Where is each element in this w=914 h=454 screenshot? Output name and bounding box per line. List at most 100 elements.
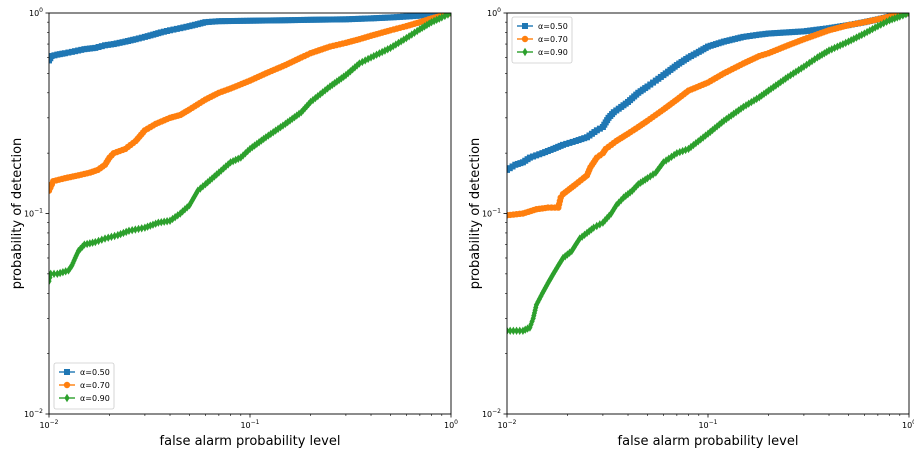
data-point [195,186,201,195]
data-point [291,17,298,24]
x-tick-label: 100 [444,419,458,430]
data-point [746,32,753,39]
data-point [810,27,817,34]
data-point [579,232,585,241]
data-point [549,271,555,281]
data-point [359,57,365,67]
data-point [625,189,631,199]
data-point [365,54,371,64]
data-point [569,138,576,145]
data-point [788,71,794,80]
data-point [410,13,417,20]
data-point [594,221,600,231]
data-point [785,72,791,82]
x-tick-label: 100 [902,419,914,430]
data-point [748,97,754,107]
data-point [448,13,451,18]
data-point [837,41,843,50]
chart-panel-2: 10−2 10−1 100 10−2 10−1 100 false alarm probab… [468,7,914,449]
data-point [155,218,161,227]
data-point [349,16,356,23]
data-point [538,291,544,301]
data-point [102,234,108,243]
data-point [770,83,776,92]
data-point [756,31,763,38]
data-point [183,23,190,30]
data-point [566,139,573,146]
legend-marker [64,369,70,375]
data-point [552,266,558,276]
data-point [393,14,400,21]
data-point [291,113,298,122]
data-point [273,126,279,135]
data-point [533,152,540,159]
data-point [756,93,762,102]
legend-label: α=0.90 [80,394,110,403]
data-point [317,90,323,99]
data-point [222,18,229,25]
legend-entry: α=0.70 [59,381,110,390]
data-point [207,176,213,185]
data-point [581,230,588,240]
y-tick-label: 100 [487,7,501,18]
data-point [821,49,827,58]
data-point [782,74,789,83]
data-point [254,139,260,149]
legend-entry: α=0.50 [59,368,110,377]
data-point [209,18,216,25]
data-point [61,50,68,57]
data-point [379,47,385,57]
data-point [132,36,139,43]
data-point [780,76,786,85]
data-point [108,232,115,242]
data-point [714,122,720,131]
data-point [761,89,767,99]
data-point [92,44,99,51]
data-point [693,139,699,148]
data-point [307,97,314,107]
data-point [629,186,635,195]
data-point [240,151,246,160]
y-axis-label: probability of detection [468,138,483,290]
data-point [157,29,164,36]
legend-marker [521,35,529,43]
data-point [234,17,241,24]
data-point [75,246,81,256]
data-point [726,113,732,122]
data-point [169,214,176,224]
data-point [593,127,600,134]
data-point [814,53,820,62]
data-point [398,37,404,46]
data-point [289,114,295,124]
data-point [294,17,301,24]
data-point [546,276,552,285]
data-point [819,50,825,59]
data-point [361,15,368,22]
data-point [906,13,909,18]
data-point [507,326,513,335]
data-point [570,244,576,254]
data-point [763,88,769,97]
data-point [690,140,696,150]
data-point [301,16,308,23]
data-point [202,19,209,26]
data-point [177,25,184,32]
data-point [306,99,312,109]
series-3 [507,13,909,335]
data-point [861,29,868,38]
data-point [382,46,388,55]
data-point [569,246,575,256]
data-point [829,45,835,54]
series-1 [507,13,909,173]
data-point [674,148,680,158]
data-point [160,28,167,35]
data-point [112,231,118,241]
data-point [851,34,857,44]
data-point [89,238,96,247]
data-point [698,135,704,144]
axes-frame [48,12,452,415]
data-point [591,223,597,232]
y-axis-label: probability of detection [10,138,25,290]
data-point [312,93,318,103]
data-point [355,15,362,22]
